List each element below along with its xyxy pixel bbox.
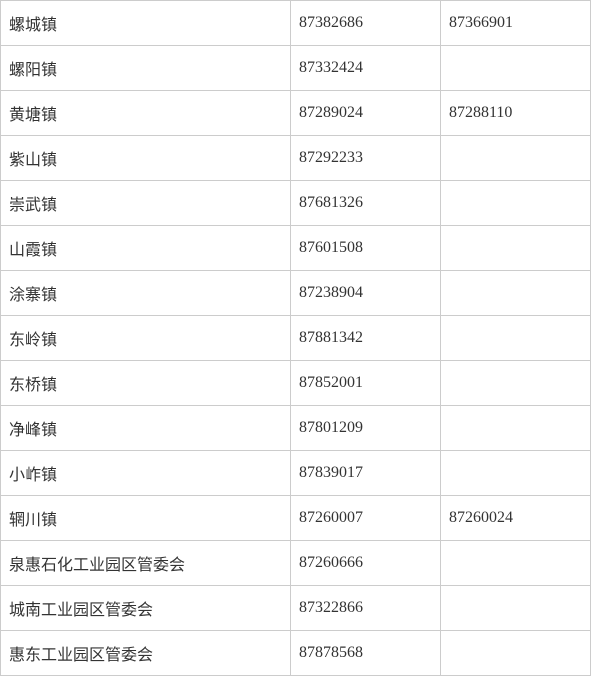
town-name-cell: 惠东工业园区管委会 — [1, 631, 291, 676]
table-row: 小岞镇 87839017 — [1, 451, 591, 496]
phone2-cell: 87260024 — [441, 496, 591, 541]
phone1-cell: 87801209 — [291, 406, 441, 451]
town-name-cell: 城南工业园区管委会 — [1, 586, 291, 631]
phone2-cell — [441, 136, 591, 181]
phone2-cell — [441, 451, 591, 496]
table-row: 东桥镇 87852001 — [1, 361, 591, 406]
table-row: 涂寨镇 87238904 — [1, 271, 591, 316]
town-name-cell: 小岞镇 — [1, 451, 291, 496]
town-name-cell: 山霞镇 — [1, 226, 291, 271]
phone2-cell — [441, 406, 591, 451]
phone1-cell: 87260666 — [291, 541, 441, 586]
town-name-cell: 涂寨镇 — [1, 271, 291, 316]
phone1-cell: 87681326 — [291, 181, 441, 226]
town-name-cell: 紫山镇 — [1, 136, 291, 181]
phone1-cell: 87260007 — [291, 496, 441, 541]
town-name-cell: 泉惠石化工业园区管委会 — [1, 541, 291, 586]
phone1-cell: 87852001 — [291, 361, 441, 406]
table-row: 崇武镇 87681326 — [1, 181, 591, 226]
table-row: 泉惠石化工业园区管委会 87260666 — [1, 541, 591, 586]
phone2-cell — [441, 181, 591, 226]
table-row: 惠东工业园区管委会 87878568 — [1, 631, 591, 676]
table-row: 螺阳镇 87332424 — [1, 46, 591, 91]
table-row: 城南工业园区管委会 87322866 — [1, 586, 591, 631]
phone2-cell — [441, 46, 591, 91]
phone2-cell — [441, 316, 591, 361]
phone1-cell: 87332424 — [291, 46, 441, 91]
town-name-cell: 东岭镇 — [1, 316, 291, 361]
town-name-cell: 净峰镇 — [1, 406, 291, 451]
table-row: 辋川镇 87260007 87260024 — [1, 496, 591, 541]
town-name-cell: 黄塘镇 — [1, 91, 291, 136]
town-name-cell: 螺城镇 — [1, 1, 291, 46]
table-row: 净峰镇 87801209 — [1, 406, 591, 451]
table-row: 紫山镇 87292233 — [1, 136, 591, 181]
town-name-cell: 辋川镇 — [1, 496, 291, 541]
phone2-cell — [441, 586, 591, 631]
phone2-cell: 87288110 — [441, 91, 591, 136]
phone2-cell — [441, 361, 591, 406]
phone2-cell — [441, 631, 591, 676]
phone2-cell: 87366901 — [441, 1, 591, 46]
phone1-cell: 87382686 — [291, 1, 441, 46]
phone1-cell: 87292233 — [291, 136, 441, 181]
phone2-cell — [441, 271, 591, 316]
table-row: 螺城镇 87382686 87366901 — [1, 1, 591, 46]
table-row: 东岭镇 87881342 — [1, 316, 591, 361]
phone2-cell — [441, 541, 591, 586]
phone1-cell: 87601508 — [291, 226, 441, 271]
phone1-cell: 87881342 — [291, 316, 441, 361]
contact-table: 螺城镇 87382686 87366901 螺阳镇 87332424 黄塘镇 8… — [0, 0, 591, 676]
phone1-cell: 87878568 — [291, 631, 441, 676]
phone1-cell: 87839017 — [291, 451, 441, 496]
table-body: 螺城镇 87382686 87366901 螺阳镇 87332424 黄塘镇 8… — [1, 1, 591, 676]
phone1-cell: 87289024 — [291, 91, 441, 136]
phone2-cell — [441, 226, 591, 271]
town-name-cell: 螺阳镇 — [1, 46, 291, 91]
town-name-cell: 崇武镇 — [1, 181, 291, 226]
town-name-cell: 东桥镇 — [1, 361, 291, 406]
table-row: 山霞镇 87601508 — [1, 226, 591, 271]
phone1-cell: 87322866 — [291, 586, 441, 631]
table-row: 黄塘镇 87289024 87288110 — [1, 91, 591, 136]
phone1-cell: 87238904 — [291, 271, 441, 316]
